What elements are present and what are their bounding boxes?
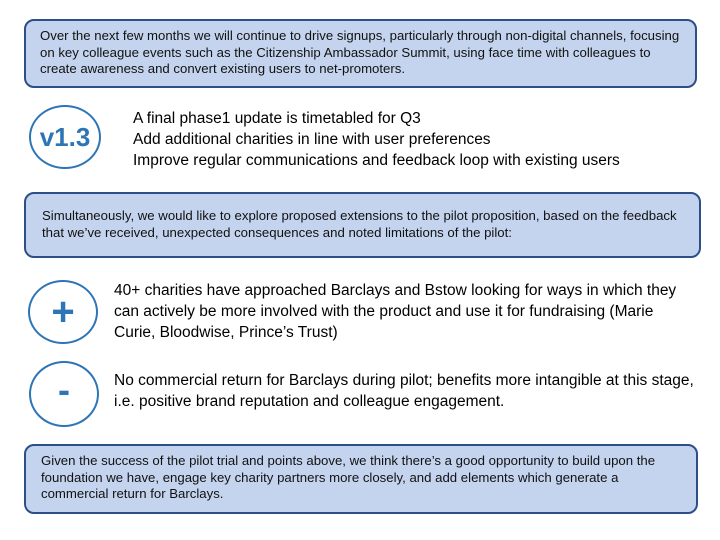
minus-symbol: - — [58, 369, 70, 410]
extensions-intro-text: Simultaneously, we would like to explore… — [42, 208, 677, 240]
positive-point-text: 40+ charities have approached Barclays a… — [114, 282, 677, 341]
conclusion-text: Given the success of the pilot trial and… — [41, 453, 656, 501]
version-badge: v1.3 — [29, 105, 101, 169]
negative-point: No commercial return for Barclays during… — [114, 370, 696, 412]
version-update-item: A final phase1 update is timetabled for … — [133, 110, 421, 127]
top-summary-box: Over the next few months we will continu… — [24, 19, 697, 88]
minus-icon: - — [29, 361, 99, 427]
version-update-list: A final phase1 update is timetabled for … — [133, 108, 620, 171]
version-update-item: Improve regular communications and feedb… — [133, 152, 620, 169]
extensions-intro-box: Simultaneously, we would like to explore… — [24, 192, 701, 258]
top-summary-text: Over the next few months we will continu… — [40, 28, 680, 76]
negative-point-text: No commercial return for Barclays during… — [114, 372, 694, 410]
plus-icon: + — [28, 280, 98, 344]
version-badge-label: v1.3 — [39, 121, 91, 152]
plus-symbol: + — [51, 289, 75, 334]
conclusion-box: Given the success of the pilot trial and… — [24, 444, 698, 514]
positive-point: 40+ charities have approached Barclays a… — [114, 280, 696, 343]
version-update-item: Add additional charities in line with us… — [133, 131, 491, 148]
